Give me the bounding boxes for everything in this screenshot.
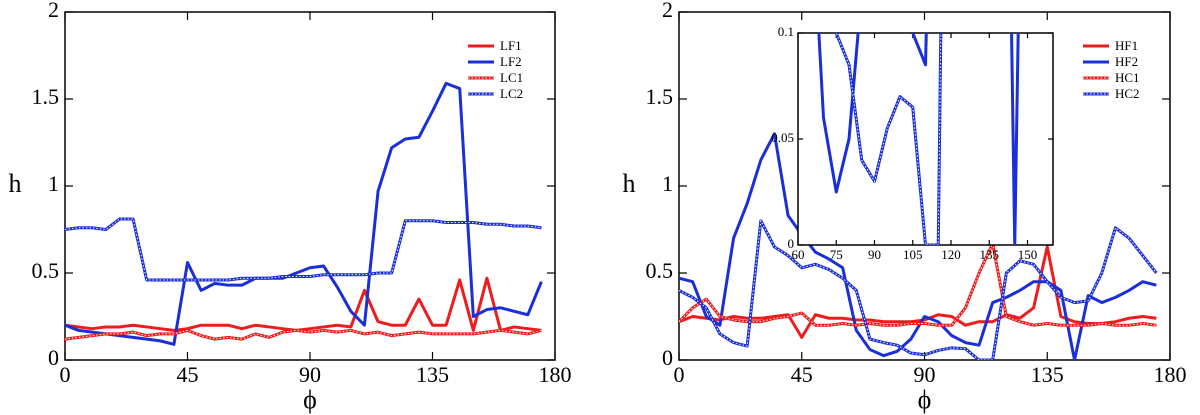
series-dots: [65, 218, 542, 281]
legend-label: HC1: [1115, 70, 1140, 85]
y-tick-label: 1: [48, 171, 59, 196]
x-tick-label: 135: [980, 247, 1000, 262]
legend-label: LC1: [500, 70, 523, 85]
x-tick-label: 180: [1154, 362, 1187, 387]
series-line: [65, 81, 543, 346]
x-tick-label: 90: [914, 362, 936, 387]
y-tick-label: 2: [48, 0, 59, 22]
series-dots: [679, 219, 1157, 360]
y-tick-label: 2: [662, 0, 673, 22]
legend-label: LC2: [500, 86, 523, 101]
x-tick-label: 180: [539, 362, 572, 387]
x-tick-label: 45: [177, 362, 199, 387]
legend-label: LF2: [500, 54, 522, 69]
legend-label: HC2: [1115, 86, 1140, 101]
y-axis-label: h: [9, 169, 22, 198]
series-line: [679, 132, 1157, 360]
y-tick-label: 0.1: [778, 24, 794, 39]
legend-label: HF1: [1115, 38, 1138, 53]
y-tick-label: 0.5: [32, 258, 60, 283]
y-tick-label: 0.05: [771, 130, 794, 145]
series-line: [679, 245, 1157, 339]
y-tick-label: 1.5: [646, 84, 674, 109]
series-group: [679, 132, 1158, 360]
series-line: [65, 276, 542, 332]
series-line: [817, 33, 1020, 245]
x-tick-label: 90: [868, 247, 881, 262]
x-tick-label: 45: [791, 362, 813, 387]
series-line: [834, 33, 943, 245]
x-axis-label: ϕ: [918, 385, 932, 414]
x-tick-label: 75: [830, 247, 843, 262]
legend-label: HF2: [1115, 54, 1138, 69]
x-tick-label: 105: [903, 247, 923, 262]
x-tick-label: 135: [1031, 362, 1064, 387]
legend-box: [463, 37, 541, 109]
x-tick-label: 120: [941, 247, 961, 262]
y-tick-label: 1: [662, 171, 673, 196]
x-tick-label: 60: [792, 247, 805, 262]
y-tick-label: 0: [48, 345, 59, 370]
y-tick-label: 1.5: [32, 84, 60, 109]
y-tick-label: 0: [788, 236, 795, 251]
x-tick-label: 150: [1018, 247, 1038, 262]
plot-frame: [797, 32, 1054, 246]
y-tick-label: 0.5: [646, 258, 674, 283]
x-axis-label: ϕ: [303, 385, 317, 414]
series-group: [65, 81, 543, 346]
y-tick-label: 0: [662, 345, 673, 370]
y-axis-label: h: [623, 169, 636, 198]
x-tick-label: 0: [674, 362, 685, 387]
legend-box: [1078, 37, 1156, 109]
series-line: [65, 328, 542, 341]
x-tick-label: 0: [60, 362, 71, 387]
series-line: [679, 241, 1157, 327]
x-tick-label: 90: [299, 362, 321, 387]
series-group: [817, 33, 1020, 245]
x-tick-label: 135: [416, 362, 449, 387]
legend-label: LF1: [500, 38, 522, 53]
